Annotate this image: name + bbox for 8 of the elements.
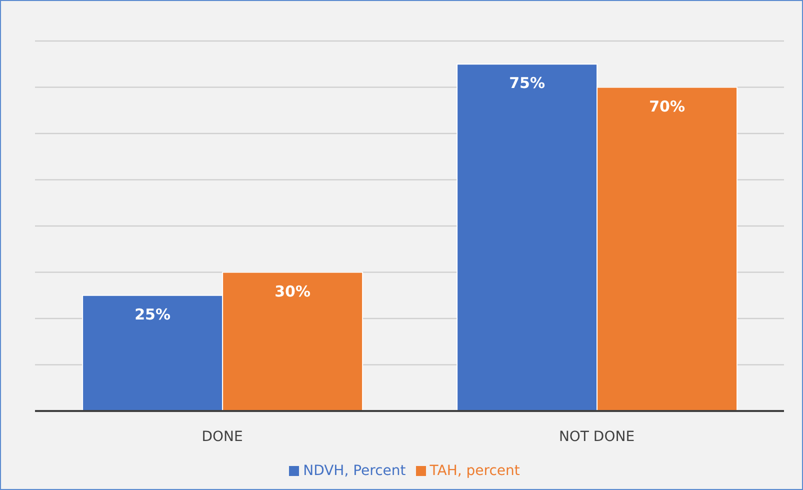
data-label: 30%: [274, 282, 311, 300]
x-tick-label: NOT DONE: [558, 428, 635, 445]
data-label: 70%: [649, 97, 686, 116]
x-tick-label: DONE: [202, 428, 243, 445]
legend-label: NDVH, Percent: [303, 463, 406, 479]
data-label: 25%: [134, 305, 171, 324]
legend-label: TAH, percent: [430, 463, 520, 479]
data-label: 75%: [509, 74, 546, 92]
